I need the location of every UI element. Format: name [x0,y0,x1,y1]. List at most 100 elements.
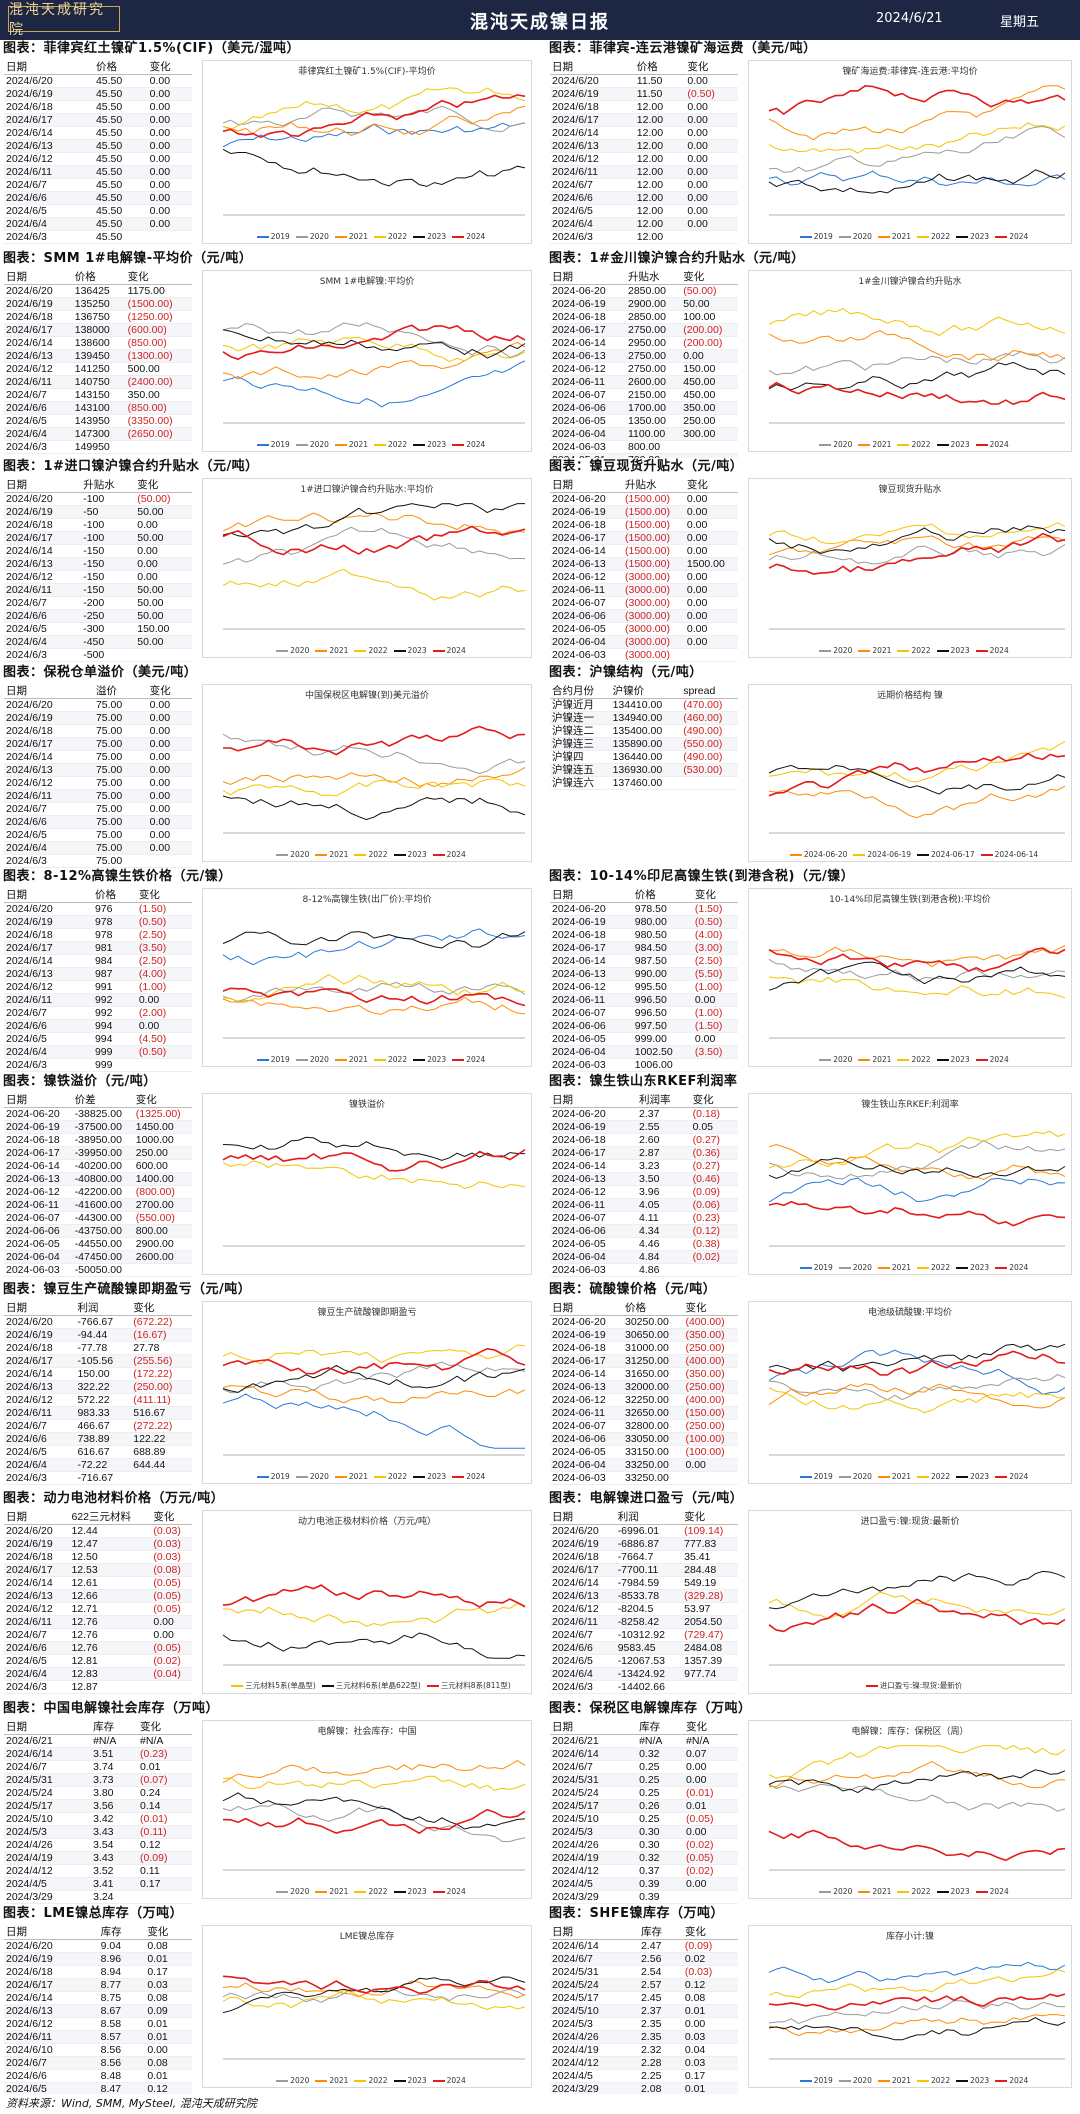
panel-20: 图表：SHFE镍库存（万吨） 日期 库存 变化 2024/6/14 2.47 (0.09) 2… [546,1905,1080,2094]
table-row: 2024/6/7 -10312.92 (729.47) [550,1628,738,1642]
table-row: 2024/6/11 -8258.42 2054.50 [550,1615,738,1629]
table-cell: 0.32 [637,1747,685,1761]
table-cell: 2024/3/29 [550,1890,638,1904]
table-row: 2024/6/13 -150 0.00 [4,557,192,571]
table-cell: 0.08 [682,1991,738,2005]
series-line [222,94,526,139]
table-header: 升贴水 [625,269,682,285]
table-cell: 0.00 [147,828,192,842]
panel-17: 图表：中国电解镍社会库存（万吨） 日期 库存 变化 2024/6/21 #N/A #N/A 2… [0,1700,540,1905]
table-cell: -450 [81,635,136,649]
table-cell: 2.32 [638,2043,683,2057]
legend-swatch [877,1267,890,1269]
chart-svg [768,1570,1066,1666]
legend-swatch [799,236,812,238]
legend-label: 2023 [970,1263,990,1272]
table-cell: 沪镍连一 [550,711,611,725]
table-row: 2024-06-05 -44550.00 2900.00 [4,1237,192,1251]
series-line [222,1602,526,1627]
chart-legend: 2019 2020 2021 2022 2023 2024 [753,1263,1069,1272]
panel-title: 图表：SHFE镍库存（万吨） [549,1906,725,1921]
table-cell: 2024/6/11 [4,375,73,389]
table-cell: 2024-06-14 [550,1159,638,1173]
table-cell: 2024/6/5 [4,1032,93,1046]
table-row: 2024/6/20 9.04 0.08 [4,1939,192,1953]
table-cell: 2024/6/13 [4,967,93,981]
series-line [768,741,1066,783]
table-cell: 2024/6/14 [4,1576,70,1590]
table-cell: 12.00 [634,126,686,140]
table-cell: 980.00 [632,915,693,929]
table-row: 2024-06-18 2850.00 100.00 [550,310,738,324]
table-cell: -43750.00 [72,1224,134,1238]
table-cell: 0.00 [147,698,192,712]
legend-swatch [374,236,386,238]
panel-title: 图表：SMM 1#电解镍-平均价（元/吨） [3,251,253,266]
table-cell: 2024-06-11 [550,375,626,389]
table-row: 2024/6/18 12.50 (0.03) [4,1550,192,1564]
table-row: 2024/6/11 992 0.00 [4,993,192,1007]
table-cell: 996.50 [632,1006,693,1020]
chart-title: 进口盈亏:镍:现货:最新价 [860,1517,960,1527]
table-row: 2024/4/12 2.28 0.03 [550,2056,738,2070]
table-cell: 0.00 [684,609,738,623]
table-row: 2024/6/4 -72.22 644.44 [4,1458,192,1472]
table-cell: (0.23) [690,1211,738,1225]
table-row: 2024/6/13 45.50 0.00 [4,139,192,153]
table-row: 2024-06-13 990.00 (5.50) [550,967,738,981]
report-title: 混沌天成镍日报 [470,12,610,33]
legend-swatch [432,2080,445,2082]
table-cell: 8.94 [98,1965,146,1979]
table-cell: 0.11 [138,1864,192,1878]
table-cell: (1.00) [692,980,738,994]
table-cell: #N/A [138,1734,192,1748]
table-row: 2024/4/5 0.39 0.00 [550,1877,738,1891]
table-cell: -100 [81,531,136,545]
legend-label: 2019 [270,1472,290,1481]
table-cell: 0.00 [685,217,738,231]
table-cell: 2024/6/4 [4,217,94,231]
table-cell: (109.14) [682,1524,738,1538]
panel-18: 图表：保税区电解镍库存（万吨） 日期 库存 变化 2024/6/21 #N/A #N/A 20… [546,1700,1080,1905]
table-cell: 450.00 [681,388,738,402]
table-cell: 2024/6/20 [4,902,93,916]
table-row: 2024-06-20 2850.00 (50.00) [550,284,738,298]
table-cell: 沪镍近月 [550,698,611,712]
table-cell: 2024/6/19 [4,1537,70,1551]
table-cell: -200 [81,596,136,610]
table-row: 2024/6/13 8.67 0.09 [4,2004,192,2018]
panel-chart: 进口盈亏:镍:现货:最新价 进口盈亏:镍:现货:最新价 [748,1510,1072,1694]
legend-swatch [452,444,465,446]
table-row: 2024/5/31 0.25 0.00 [550,1773,738,1787]
table-row: 2024/6/11 -150 50.00 [4,583,192,597]
table-cell: 2024/6/21 [4,1734,92,1748]
table-cell: 2024/6/20 [4,74,94,88]
panel-title: 图表：镍生铁山东RKEF利润率 [549,1074,738,1089]
table-cell: 2024-06-17 [550,1354,623,1368]
series-line [222,341,526,380]
table-cell: 122.22 [131,1432,192,1446]
table-row: 2024-06-19 2900.00 50.00 [550,297,738,311]
table-cell: 2024/6/19 [4,87,94,101]
table-cell: (0.07) [138,1773,192,1787]
table-cell: 997.50 [632,1019,693,1033]
table-header: 价格 [72,269,126,285]
series-line [222,1980,526,1999]
table-cell: (50.00) [135,492,192,506]
table-row: 2024/3/29 3.24 [4,1890,192,1904]
table-header: 变化 [685,59,738,75]
table-cell: (0.02) [684,1864,738,1878]
table-row: 2024/6/6 12.00 0.00 [550,191,738,205]
table-cell: 2024/6/3 [4,854,94,868]
legend-label: 2021 [329,646,349,655]
table-cell: 150.00 [135,622,192,636]
table-row: 2024-06-18 31000.00 (250.00) [550,1341,738,1355]
panel-title: 图表：保税区电解镍库存（万吨） [549,1701,752,1716]
legend-swatch [231,1685,244,1687]
table-cell: 2024-06-07 [550,388,626,402]
table-cell: 2024-06-13 [550,967,633,981]
table-cell: 2.60 [637,1133,691,1147]
table-cell: 2024/6/20 [4,492,82,506]
panel-title: 图表：菲律宾红土镍矿1.5%(CIF)（美元/湿吨） [3,41,300,56]
